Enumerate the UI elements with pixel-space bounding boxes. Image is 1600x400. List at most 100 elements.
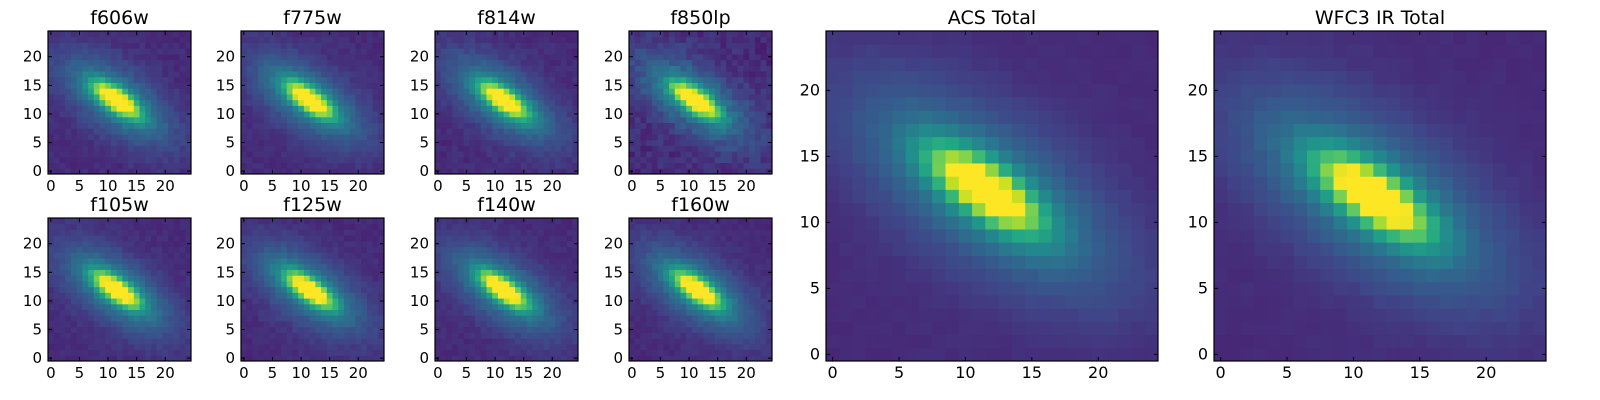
heatmap-cell	[139, 145, 146, 152]
heatmap-cell	[298, 42, 305, 49]
heatmap-cell	[674, 326, 681, 333]
heatmap-cell	[366, 31, 374, 38]
heatmap-cell	[572, 315, 579, 322]
heatmap-cell	[275, 65, 282, 72]
heatmap-cell	[185, 156, 192, 164]
heatmap-cell	[515, 139, 522, 146]
heatmap-cell	[361, 252, 368, 259]
heatmap-cells	[629, 31, 773, 175]
heatmap-cell	[59, 240, 66, 248]
heatmap-cell	[263, 303, 271, 311]
heatmap-cell	[714, 349, 722, 356]
heatmap-cell	[338, 292, 345, 299]
heatmap-cell	[440, 263, 447, 270]
heatmap-cell	[128, 122, 135, 129]
x-tick-label: 20	[349, 364, 368, 382]
heatmap-cell	[298, 275, 305, 282]
heatmap-cell	[315, 139, 322, 146]
heatmap-cell	[509, 286, 516, 293]
heatmap-cell	[105, 263, 112, 270]
heatmap-cell	[697, 71, 704, 78]
heatmap-cell	[520, 36, 528, 43]
heatmap-cell	[629, 315, 636, 322]
heatmap-cell	[133, 133, 141, 141]
heatmap-cell	[122, 349, 129, 356]
heatmap-cell	[663, 105, 670, 112]
heatmap-cell	[263, 286, 271, 293]
heatmap-cell	[446, 240, 453, 248]
heatmap-cell	[53, 93, 60, 101]
heatmap-cell	[555, 246, 562, 253]
heatmap-cell	[82, 151, 89, 158]
heatmap-cell	[720, 71, 727, 78]
heatmap-cell	[543, 223, 550, 230]
heatmap-cell	[754, 31, 762, 38]
heatmap-cell	[480, 111, 487, 118]
heatmap-cell	[435, 338, 442, 345]
heatmap-cell	[321, 252, 328, 259]
heatmap-cell	[560, 111, 568, 118]
heatmap-cell	[116, 343, 123, 351]
heatmap-cell	[241, 59, 248, 66]
heatmap-cell	[185, 303, 192, 311]
heatmap-cell	[457, 168, 465, 175]
heatmap-cell	[749, 343, 756, 351]
heatmap-cell	[133, 156, 141, 164]
heatmap-cell	[116, 99, 123, 106]
heatmap-cell	[469, 355, 476, 362]
heatmap-cell	[720, 320, 727, 328]
heatmap-cell	[486, 168, 493, 175]
heatmap-cell	[258, 31, 265, 38]
heatmap-cell	[298, 223, 305, 230]
heatmap-cell	[122, 252, 129, 259]
heatmap-cell	[258, 93, 265, 101]
heatmap-cell	[185, 133, 192, 141]
heatmap-cell	[726, 36, 733, 43]
heatmap-cell	[139, 128, 146, 135]
heatmap-cell	[241, 258, 248, 265]
heatmap-cell	[150, 128, 158, 135]
heatmap-cell	[663, 128, 670, 135]
heatmap-cell	[139, 31, 146, 38]
heatmap-cell	[743, 128, 750, 135]
heatmap-cell	[549, 156, 556, 164]
heatmap-cell	[349, 145, 356, 152]
heatmap-cell	[446, 355, 453, 362]
heatmap-cell	[65, 48, 72, 55]
heatmap-cell	[566, 65, 573, 72]
heatmap-cell	[179, 303, 186, 311]
heatmap-cell	[555, 343, 562, 351]
heatmap-cell	[520, 88, 528, 95]
heatmap-cell	[475, 315, 482, 322]
heatmap-cell	[145, 156, 152, 164]
heatmap-cell	[269, 343, 276, 351]
heatmap-cell	[88, 156, 95, 164]
heatmap-cell	[435, 88, 442, 95]
heatmap-cell	[634, 326, 641, 333]
heatmap-cell	[457, 151, 465, 158]
heatmap-cell	[686, 82, 693, 89]
heatmap-cell	[53, 122, 60, 129]
heatmap-cell	[292, 168, 299, 175]
heatmap-cell	[743, 320, 750, 328]
heatmap-cell	[509, 246, 516, 253]
heatmap-cell	[162, 332, 169, 339]
heatmap-cell	[145, 116, 152, 124]
heatmap-cell	[315, 105, 322, 112]
heatmap-cell	[537, 292, 545, 299]
heatmap-cell	[326, 258, 334, 265]
heatmap-cell	[332, 332, 339, 339]
heatmap-cell	[321, 315, 328, 322]
axes-frame	[240, 30, 385, 175]
heatmap-cell	[366, 151, 374, 158]
heatmap-cell	[703, 145, 710, 152]
heatmap-cell	[179, 349, 186, 356]
heatmap-cell	[156, 93, 163, 101]
heatmap-cell	[543, 258, 550, 265]
heatmap-cell	[651, 76, 659, 83]
heatmap-cell	[475, 218, 482, 225]
heatmap-cell	[452, 280, 459, 288]
heatmap-cell	[162, 133, 169, 141]
heatmap-cell	[269, 133, 276, 141]
